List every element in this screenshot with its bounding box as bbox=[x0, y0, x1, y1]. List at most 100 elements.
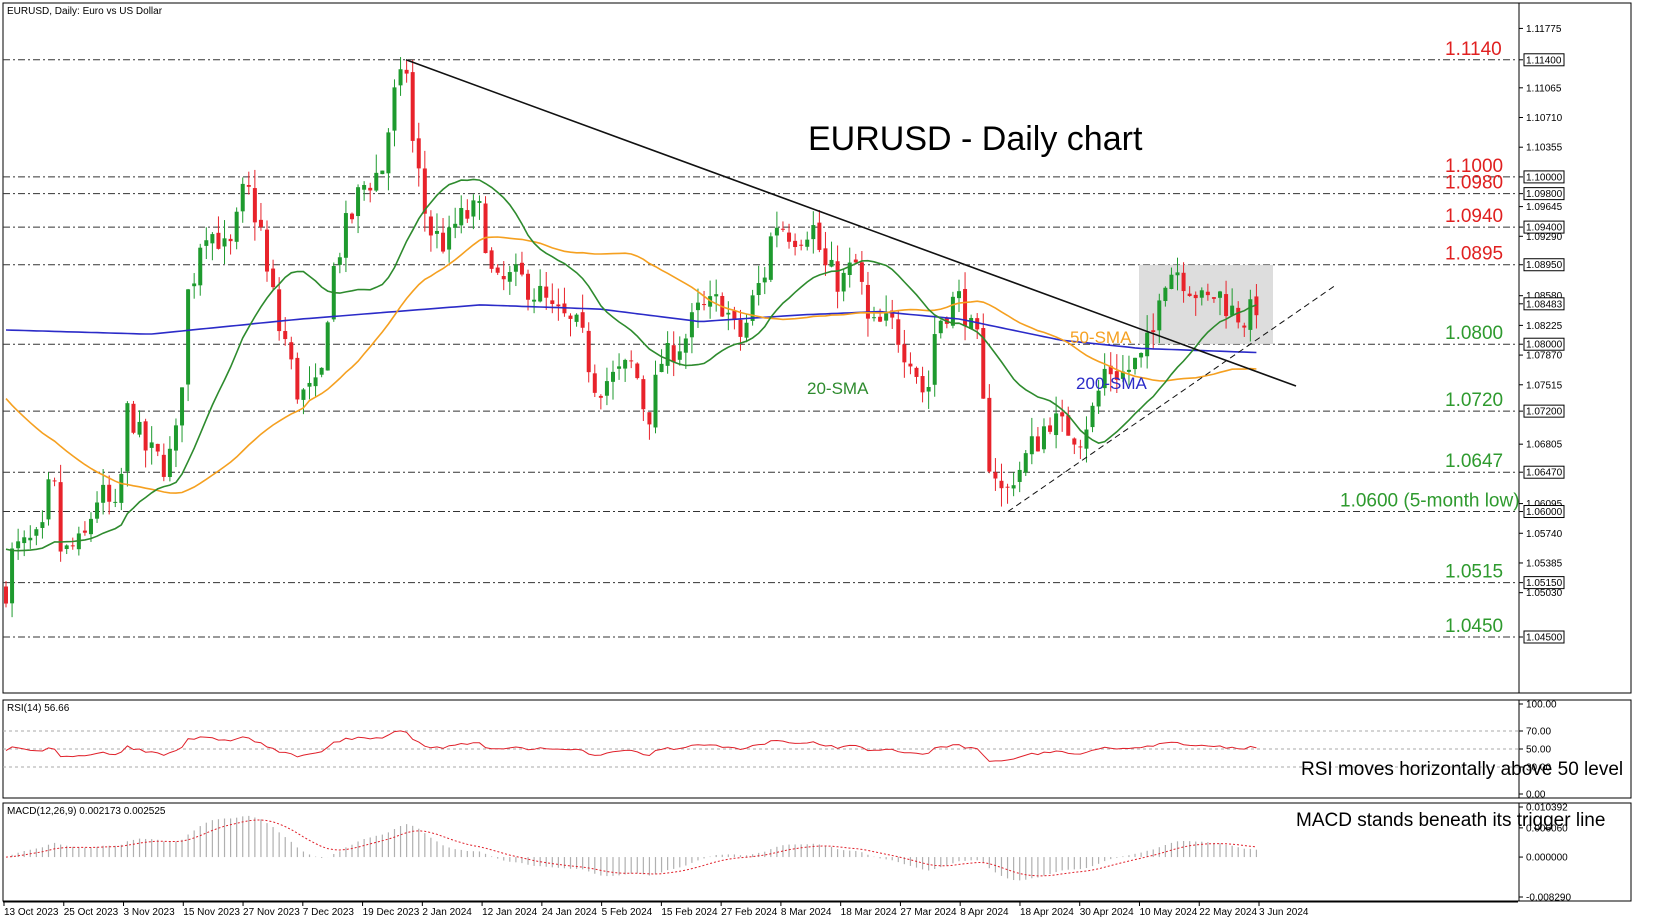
rsi-tick-label: 70.00 bbox=[1526, 727, 1551, 738]
level-label: 1.0720 bbox=[1445, 390, 1503, 411]
level-label: 1.0800 bbox=[1445, 323, 1503, 344]
macd-tick-label: 0.006060 bbox=[1526, 823, 1568, 834]
price-tag-box bbox=[1523, 170, 1565, 184]
bull-candle bbox=[1029, 436, 1034, 455]
price-tick-label: 1.07515 bbox=[1526, 380, 1563, 391]
bull-candle bbox=[617, 366, 622, 369]
trendlines bbox=[405, 59, 1336, 512]
date-tick-label: 5 Feb 2024 bbox=[602, 907, 653, 918]
bull-candle bbox=[1084, 429, 1089, 449]
bull-candle bbox=[1126, 369, 1131, 372]
bull-candle bbox=[689, 312, 694, 338]
bull-candle bbox=[1157, 300, 1162, 331]
bull-candle bbox=[343, 213, 348, 258]
bull-candle bbox=[872, 317, 877, 319]
bear-candle bbox=[428, 216, 433, 236]
bear-candle bbox=[70, 545, 75, 547]
bull-candle bbox=[1090, 405, 1095, 428]
bear-candle bbox=[853, 259, 858, 263]
bear-candle bbox=[349, 213, 354, 220]
bear-candle bbox=[1224, 294, 1229, 317]
bear-candle bbox=[975, 318, 980, 330]
bear-candle bbox=[780, 228, 785, 230]
bear-candle bbox=[246, 185, 251, 187]
date-tick-label: 27 Nov 2023 bbox=[243, 907, 300, 918]
level-label: 1.0647 bbox=[1445, 451, 1503, 472]
bear-candle bbox=[963, 288, 968, 327]
rsi-tick-label: 100.00 bbox=[1526, 700, 1557, 711]
bull-candle bbox=[1096, 390, 1101, 407]
bear-candle bbox=[271, 268, 276, 288]
rsi-axis: 100.00 70.00 50.00 30.00 0.00 bbox=[1518, 700, 1557, 801]
moving-averages bbox=[5, 178, 1257, 552]
price-tick-label: 1.11400 bbox=[1526, 55, 1562, 66]
sma20-line bbox=[5, 178, 1257, 552]
bear-candle bbox=[738, 319, 743, 337]
price-tag-box bbox=[1523, 258, 1565, 272]
bear-candle bbox=[902, 344, 907, 363]
bull-candle bbox=[392, 87, 397, 131]
bull-candle bbox=[659, 363, 664, 373]
bear-candle bbox=[441, 232, 446, 252]
bull-candle bbox=[1175, 272, 1180, 276]
date-axis: 13 Oct 2023 25 Oct 2023 3 Nov 2023 15 Nov 2… bbox=[3, 901, 1518, 918]
bull-candle bbox=[137, 421, 142, 435]
macd-histogram bbox=[11, 815, 1258, 881]
price-tick-label: 1.10000 bbox=[1526, 172, 1563, 183]
bull-candle bbox=[1218, 291, 1222, 298]
bull-candle bbox=[16, 541, 21, 549]
bull-candle bbox=[325, 322, 330, 371]
macd-tick-label: 0.010392 bbox=[1526, 803, 1568, 814]
bull-candle bbox=[726, 312, 731, 315]
bear-candle bbox=[799, 244, 804, 246]
bear-candle bbox=[835, 261, 840, 292]
price-tag-box bbox=[1523, 505, 1565, 519]
bear-candle bbox=[568, 315, 573, 319]
price-tick-label: 1.08225 bbox=[1526, 321, 1563, 332]
bear-candle bbox=[1035, 436, 1040, 452]
bull-candle bbox=[611, 371, 615, 382]
bull-candle bbox=[1023, 453, 1028, 473]
bull-candle bbox=[841, 272, 846, 292]
bull-candle bbox=[1054, 413, 1059, 436]
bull-candle bbox=[453, 223, 458, 228]
bull-candle bbox=[192, 283, 197, 287]
bear-candle bbox=[896, 319, 901, 345]
bull-candle bbox=[119, 473, 124, 503]
symbol-title: EURUSD, Daily: Euro vs US Dollar bbox=[7, 6, 163, 17]
level-label: 1.0450 bbox=[1445, 616, 1503, 637]
bear-candle bbox=[859, 262, 864, 282]
price-tick-label: 1.09290 bbox=[1526, 232, 1563, 243]
bear-candle bbox=[252, 188, 257, 223]
date-tick-label: 7 Dec 2023 bbox=[303, 907, 355, 918]
bear-candle bbox=[793, 240, 798, 248]
bull-candle bbox=[28, 537, 33, 541]
bull-candle bbox=[829, 259, 834, 267]
rsi-annotation: RSI moves horizontally above 50 level bbox=[1301, 759, 1623, 780]
bull-candle bbox=[180, 387, 185, 426]
date-tick-label: 18 Apr 2024 bbox=[1020, 907, 1074, 918]
date-tick-label: 10 May 2024 bbox=[1139, 907, 1197, 918]
macd-tick-label: 0.000000 bbox=[1526, 853, 1568, 864]
price-tick-label: 1.05385 bbox=[1526, 558, 1563, 569]
bull-candle bbox=[768, 236, 773, 280]
bull-candle bbox=[362, 185, 367, 190]
macd-title: MACD(12,26,9) 0.002173 0.002525 bbox=[7, 806, 166, 817]
bull-candle bbox=[538, 285, 543, 302]
bear-candle bbox=[416, 138, 421, 169]
price-tag-box bbox=[1523, 465, 1565, 479]
bull-candle bbox=[604, 381, 609, 396]
bull-candle bbox=[695, 302, 700, 311]
bear-candle bbox=[823, 248, 828, 266]
bull-candle bbox=[167, 448, 172, 478]
bull-candle bbox=[938, 320, 943, 334]
date-tick-label: 8 Mar 2024 bbox=[781, 907, 832, 918]
bull-candle bbox=[513, 264, 518, 272]
bear-candle bbox=[999, 480, 1004, 489]
bear-candle bbox=[981, 328, 986, 399]
bull-candle bbox=[374, 172, 379, 191]
bull-candle bbox=[459, 207, 464, 226]
bear-candle bbox=[598, 395, 603, 398]
bull-candle bbox=[750, 295, 755, 321]
